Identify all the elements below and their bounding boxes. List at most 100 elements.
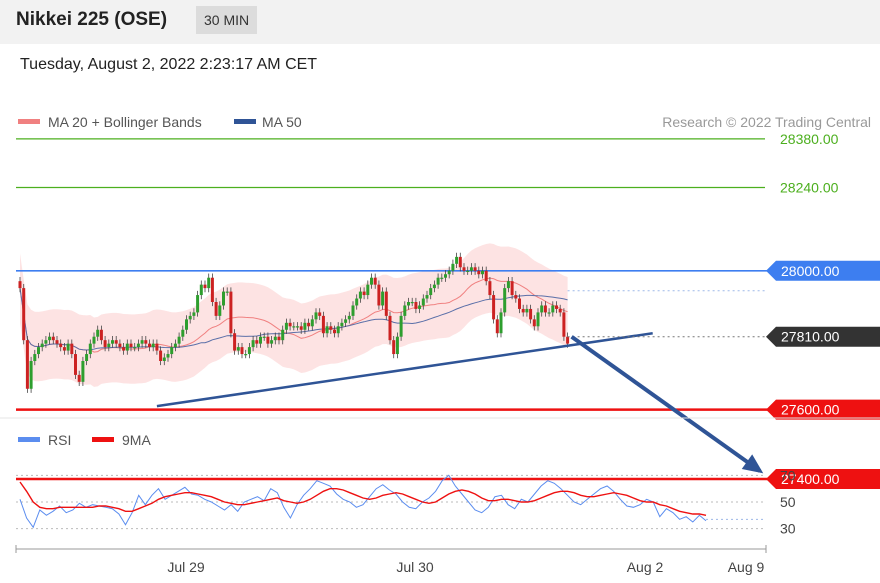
candle-body xyxy=(344,319,348,323)
candle-body xyxy=(362,291,366,296)
candle-body xyxy=(292,326,296,328)
candle-body xyxy=(558,308,562,313)
candle-body xyxy=(444,274,447,278)
interval-badge[interactable]: 30 MIN xyxy=(196,6,258,34)
bollinger-band xyxy=(20,243,568,387)
instrument-title: Nikkei 225 (OSE) xyxy=(16,9,168,30)
candle-body xyxy=(314,312,318,320)
candle-body xyxy=(233,333,237,351)
level-tag-27600.00 xyxy=(766,399,880,420)
candle-body xyxy=(440,277,444,279)
candle-body xyxy=(347,315,351,320)
candle-body xyxy=(447,270,451,275)
candle-body xyxy=(358,291,362,299)
candle-body xyxy=(284,322,288,330)
candle-body xyxy=(514,295,518,299)
candle-body xyxy=(325,326,329,334)
candle-body xyxy=(403,305,407,316)
candle-body xyxy=(270,340,274,344)
candle-body xyxy=(266,336,270,344)
candle-body xyxy=(214,302,218,316)
candle-body xyxy=(399,315,403,337)
candle-body xyxy=(25,340,29,389)
candle-body xyxy=(188,315,192,320)
level-label-27600.00: 27600.00 xyxy=(781,402,840,418)
candle-body xyxy=(136,343,140,348)
candle-body xyxy=(177,336,181,344)
candle-body xyxy=(55,340,59,344)
level-label-27400.00: 27400.00 xyxy=(781,471,840,487)
candle-body xyxy=(532,319,536,327)
candle-body xyxy=(40,343,44,348)
rsi-panel: 30 50 70 xyxy=(16,467,796,537)
candle-body xyxy=(299,326,303,330)
candle-body xyxy=(510,281,514,296)
candle-body xyxy=(296,326,299,328)
candle-body xyxy=(307,322,311,327)
level-tag-28000.00 xyxy=(766,260,880,281)
candle-body xyxy=(469,267,473,271)
rsi-tick-70: 70 xyxy=(780,467,796,483)
candle-body xyxy=(566,336,570,344)
candle-body xyxy=(70,343,74,355)
rsi-ma-legend-label: 9MA xyxy=(122,432,151,448)
candle-body xyxy=(499,312,503,334)
candle-body xyxy=(222,291,225,306)
candle-body xyxy=(388,315,392,341)
candle-body xyxy=(288,322,292,327)
candle-body xyxy=(251,340,255,348)
candle-body xyxy=(373,277,377,285)
candle-body xyxy=(37,347,40,355)
candle-body xyxy=(18,281,22,289)
candle-body xyxy=(336,326,340,334)
chart-header: Nikkei 225 (OSE) 30 MIN xyxy=(0,0,880,44)
candle-body xyxy=(103,340,107,348)
candle-body xyxy=(366,284,370,296)
last-price-tag xyxy=(766,326,880,347)
candle-body xyxy=(148,343,151,348)
candle-body xyxy=(181,329,185,337)
candle-body xyxy=(355,298,359,306)
candle-body xyxy=(185,319,188,330)
candle-body xyxy=(473,267,477,271)
candle-body xyxy=(244,354,248,356)
candle-body xyxy=(384,291,388,316)
candle-body xyxy=(543,305,547,313)
candle-body xyxy=(410,302,414,304)
candle-body xyxy=(192,312,196,316)
candle-body xyxy=(85,354,89,361)
candle-body xyxy=(407,302,410,306)
candle-body xyxy=(33,354,37,361)
candle-body xyxy=(236,347,240,351)
candle-body xyxy=(303,322,307,330)
time-axis: Jul 29 Jul 30 Aug 2 Aug 9 xyxy=(15,545,767,575)
credit-label: Research © 2022 Trading Central xyxy=(662,114,871,130)
ma50-line xyxy=(19,288,568,351)
last-price-label: 27810.00 xyxy=(781,329,840,345)
candle-body xyxy=(310,319,314,327)
candle-body xyxy=(262,336,266,338)
candle-body xyxy=(229,291,233,334)
candle-body xyxy=(225,291,229,293)
candle-body xyxy=(210,277,214,302)
candle-body xyxy=(277,336,281,341)
candle-body xyxy=(529,308,533,320)
candle-body xyxy=(196,295,200,313)
candle-body xyxy=(74,354,77,375)
candle-body xyxy=(525,308,529,313)
candle-body xyxy=(381,291,385,306)
projection-arrow-head xyxy=(741,454,764,474)
candle-body xyxy=(166,354,170,358)
candle-body xyxy=(203,284,207,289)
candle-body xyxy=(59,343,63,348)
candle-body xyxy=(66,343,70,351)
candle-body xyxy=(207,277,211,289)
candle-body xyxy=(129,343,133,348)
candle-body xyxy=(199,284,203,296)
candle-body xyxy=(555,305,558,309)
candle-body xyxy=(429,288,433,296)
candle-body xyxy=(392,340,396,355)
candle-body xyxy=(259,336,262,344)
candle-body xyxy=(377,284,381,306)
